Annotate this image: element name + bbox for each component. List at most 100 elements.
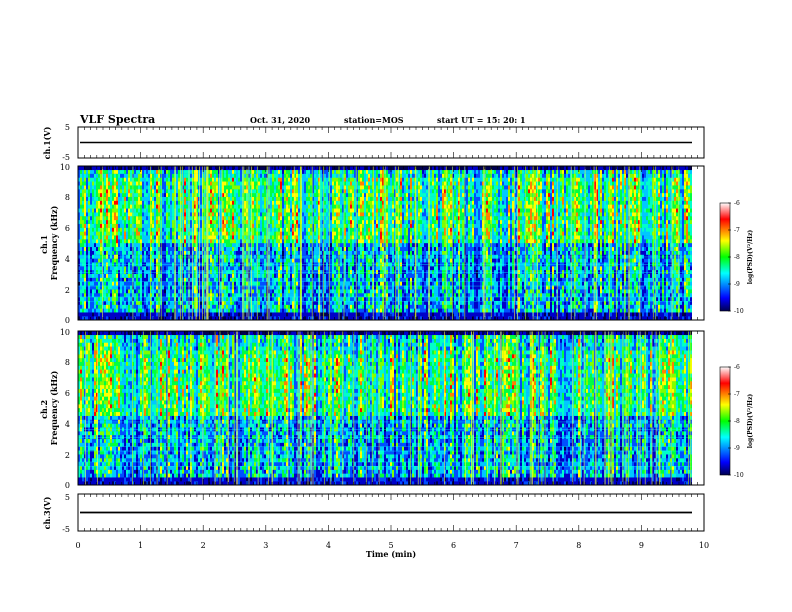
spectrogram-cell	[88, 258, 90, 262]
spectrogram-cell	[118, 243, 120, 247]
spectrogram-cell	[100, 282, 102, 286]
spectrogram-cell	[80, 231, 82, 235]
spectrogram-cell	[114, 305, 116, 309]
spectrogram-cell	[142, 224, 144, 228]
spectrogram-cell	[154, 181, 156, 185]
spectrogram-cell	[172, 212, 174, 216]
spectrogram-cell	[162, 278, 164, 282]
spectrogram-cell	[148, 297, 150, 301]
spectrogram-cell	[116, 193, 118, 197]
spectrogram-cell	[104, 308, 106, 312]
spectrogram-cell	[302, 278, 304, 282]
spectrogram-cell	[258, 197, 260, 201]
spectrogram-cell	[244, 297, 246, 301]
spectrogram-cell	[140, 228, 142, 232]
spectrogram-cell	[274, 220, 276, 224]
spectrogram-cell	[186, 178, 188, 182]
spectrogram-cell	[94, 258, 96, 262]
spectrogram-cell	[282, 208, 284, 212]
spectrogram-cell	[254, 185, 256, 189]
spectrogram-cell	[288, 193, 290, 197]
spectrogram-cell	[258, 231, 260, 235]
spectrogram-cell	[286, 166, 288, 170]
spectrogram-cell	[304, 270, 306, 274]
spectrogram-cell	[184, 312, 186, 316]
spectrogram-cell	[264, 228, 266, 232]
spectrogram-cell	[234, 297, 236, 301]
spectrogram-cell	[244, 270, 246, 274]
spectrogram-cell	[290, 258, 292, 262]
spectrogram-cell	[110, 231, 112, 235]
spectrogram-cell	[178, 208, 180, 212]
spectrogram-cell	[136, 274, 138, 278]
spectrogram-cell	[240, 270, 242, 274]
spectrogram-cell	[178, 282, 180, 286]
spectrogram-cell	[298, 212, 300, 216]
spectrogram-cell	[168, 197, 170, 201]
spectrogram-cell	[238, 170, 240, 174]
spectrogram-cell	[302, 289, 304, 293]
spectrogram-cell	[162, 270, 164, 274]
spectrogram-cell	[276, 258, 278, 262]
spectrogram-cell	[136, 289, 138, 293]
spectrogram-cell	[258, 205, 260, 209]
spectrogram-cell	[298, 193, 300, 197]
spectrogram-cell	[84, 270, 86, 274]
spectrogram-cell	[282, 289, 284, 293]
spectrogram-cell	[120, 208, 122, 212]
spectrogram-cell	[84, 185, 86, 189]
spectrogram-cell	[98, 212, 100, 216]
spectrogram-cell	[272, 305, 274, 309]
spectrogram-cell	[152, 251, 154, 255]
spectrogram-cell	[230, 308, 232, 312]
spectrogram-cell	[278, 170, 280, 174]
spectrogram-cell	[98, 293, 100, 297]
spectrogram-cell	[260, 278, 262, 282]
spectrogram-cell	[228, 305, 230, 309]
spectrogram-cell	[216, 181, 218, 185]
spectrogram-cell	[290, 170, 292, 174]
spectrogram-cell	[94, 189, 96, 193]
spectrogram-cell	[168, 174, 170, 178]
spectrogram-cell	[162, 197, 164, 201]
spectrogram-cell	[226, 197, 228, 201]
spectrogram-cell	[164, 243, 166, 247]
spectrogram-cell	[122, 208, 124, 212]
spectrogram-cell	[240, 266, 242, 270]
spectrogram-cell	[108, 251, 110, 255]
spectrogram-cell	[136, 208, 138, 212]
spectrogram-cell	[276, 266, 278, 270]
spectrogram-cell	[238, 174, 240, 178]
spectrogram-cell	[296, 305, 298, 309]
spectrogram-cell	[80, 289, 82, 293]
spectrogram-cell	[144, 274, 146, 278]
spectrogram-cell	[292, 166, 294, 170]
spectrogram-cell	[126, 174, 128, 178]
spectrogram-cell	[200, 166, 202, 170]
spectrogram-cell	[292, 228, 294, 232]
spectrogram-cell	[152, 289, 154, 293]
spectrogram-cell	[164, 278, 166, 282]
spectrogram-cell	[200, 297, 202, 301]
spectrogram-cell	[216, 178, 218, 182]
spectrogram-cell	[128, 274, 130, 278]
spectrogram-cell	[230, 231, 232, 235]
spectrogram-cell	[190, 247, 192, 251]
spectrogram-cell	[170, 205, 172, 209]
spectrogram-cell	[286, 231, 288, 235]
spectrogram-cell	[154, 231, 156, 235]
spectrogram-cell	[212, 289, 214, 293]
spectrogram-cell	[92, 201, 94, 205]
spectrogram-cell	[106, 216, 108, 220]
spectrogram-cell	[82, 266, 84, 270]
spectrogram-cell	[252, 197, 254, 201]
spectrogram-cell	[92, 247, 94, 251]
spectrogram-cell	[314, 258, 316, 262]
spectrogram-cell	[100, 181, 102, 185]
spectrogram-cell	[288, 212, 290, 216]
spectrogram-cell	[154, 293, 156, 297]
spectrogram-cell	[252, 235, 254, 239]
spectrogram-cell	[170, 189, 172, 193]
spectrogram-cell	[216, 235, 218, 239]
spectrogram-cell	[280, 193, 282, 197]
